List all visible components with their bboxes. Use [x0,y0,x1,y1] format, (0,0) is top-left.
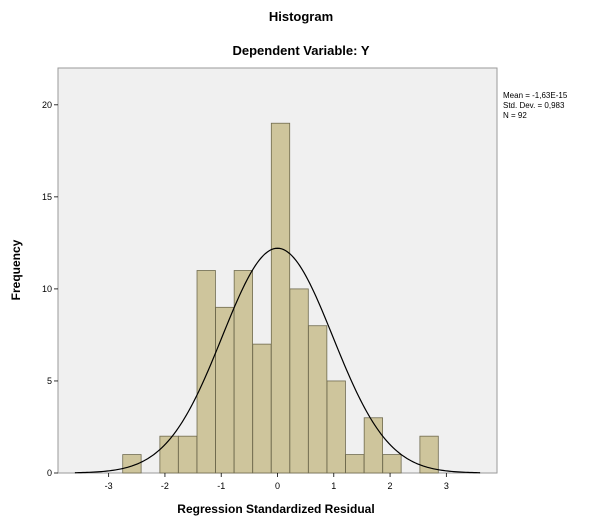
y-axis-label: Frequency [9,239,23,300]
x-tick-label-1: -2 [161,481,169,491]
histogram-bar-7 [270,122,291,474]
y-tick-label-3: 15 [42,192,52,202]
histogram-bar-12 [363,417,383,474]
y-tick-label-0: 0 [47,468,52,478]
histogram-bar-10 [326,380,346,474]
x-tick-label-3: 0 [275,481,280,491]
histogram-bar-13 [382,454,402,474]
x-tick-label-6: 3 [444,481,449,491]
histogram-bar-14 [419,435,439,474]
normal-curve [74,247,481,474]
stat-mean: Mean = -1,63E-15 [503,91,568,100]
histogram-bar-11 [345,454,365,474]
x-axis-label: Regression Standardized Residual [177,502,374,516]
histogram-bar-3 [196,270,216,474]
y-axis: 0 5 10 15 20 [42,100,58,478]
histogram-bar-8 [289,288,309,474]
histogram-bar-9 [308,325,328,474]
y-tick-label-1: 5 [47,376,52,386]
bars-layer [122,122,439,474]
histogram-bar-0 [122,454,142,474]
histogram-bar-4 [215,306,235,474]
x-tick-label-5: 2 [388,481,393,491]
histogram-bar-1 [159,435,179,474]
x-tick-label-0: -3 [105,481,113,491]
x-tick-label-2: -1 [217,481,225,491]
chart-subtitle: Dependent Variable: Y [232,43,369,58]
stat-n: N = 92 [503,111,527,120]
histogram-bar-2 [178,435,198,474]
histogram-bar-6 [252,343,272,474]
y-tick-label-2: 10 [42,284,52,294]
x-axis: -3 -2 -1 0 1 2 3 [105,473,449,491]
stat-std-dev: Std. Dev. = 0,983 [503,101,565,110]
chart-title: Histogram [269,9,333,24]
y-tick-label-4: 20 [42,100,52,110]
x-tick-label-4: 1 [331,481,336,491]
